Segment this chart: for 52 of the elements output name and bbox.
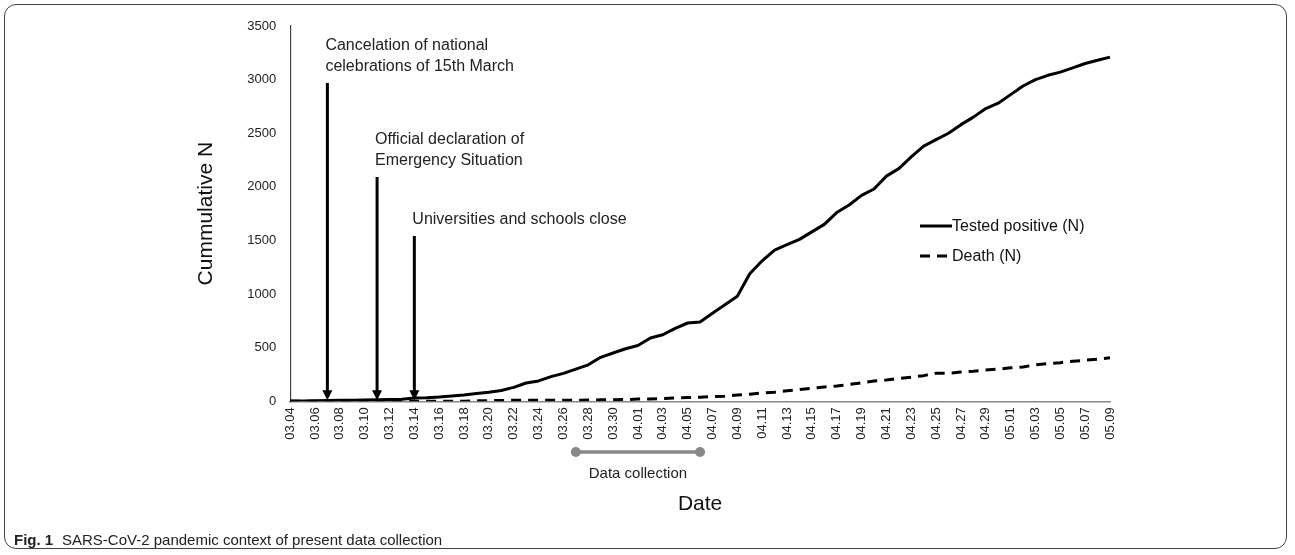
caption: Fig. 1 bbox=[14, 530, 54, 550]
x-tick-label: 03.08 bbox=[331, 407, 347, 440]
y-tick-label: 1000 bbox=[247, 285, 277, 301]
x-tick-label: 04.09 bbox=[728, 407, 744, 440]
x-tick-label: 04.11 bbox=[753, 407, 769, 439]
x-tick-label: 04.27 bbox=[952, 407, 968, 440]
y-tick-label: 2000 bbox=[247, 178, 277, 194]
x-tick-label: 04.15 bbox=[803, 407, 819, 440]
x-tick-label: 03.10 bbox=[356, 407, 372, 440]
x-tick-label: 04.17 bbox=[828, 407, 844, 440]
x-tick-label: 03.24 bbox=[530, 407, 546, 440]
x-tick-label: 04.21 bbox=[877, 407, 893, 440]
x-tick-label: 04.23 bbox=[902, 407, 918, 440]
x-tick-label: 03.06 bbox=[306, 407, 322, 440]
x-tick-label: 03.28 bbox=[579, 407, 595, 440]
x-tick-label: 04.03 bbox=[654, 407, 670, 440]
y-axis-title: Cummulative N bbox=[193, 141, 217, 286]
x-tick-label: 04.19 bbox=[853, 407, 869, 440]
x-tick-label: 03.22 bbox=[505, 407, 521, 440]
legend-label: Tested positive (N) bbox=[952, 217, 1085, 235]
y-tick-label: 0 bbox=[268, 392, 277, 408]
x-tick-label: 03.18 bbox=[455, 407, 471, 440]
y-tick-label: 1500 bbox=[247, 232, 277, 248]
y-tick-label: 2500 bbox=[247, 124, 277, 140]
x-tick-label: 04.01 bbox=[629, 407, 645, 440]
x-tick-label: 03.30 bbox=[604, 407, 620, 440]
x-tick-label: 03.04 bbox=[281, 407, 297, 440]
x-tick-label: 05.05 bbox=[1051, 407, 1067, 440]
x-tick-label: 03.14 bbox=[405, 407, 421, 440]
x-tick-label: 03.20 bbox=[480, 407, 496, 440]
text: SARS-CoV-2 pandemic context of present data collection bbox=[62, 530, 443, 550]
x-tick-label: 03.26 bbox=[554, 407, 570, 440]
annotation: Official declaration of Emergency Situation bbox=[375, 129, 526, 170]
text: Data collection bbox=[587, 463, 689, 483]
x-tick-label: 04.25 bbox=[927, 407, 943, 440]
x-tick-label: 04.07 bbox=[704, 407, 720, 440]
y-tick-label: 3500 bbox=[247, 17, 277, 33]
x-tick-label: 05.03 bbox=[1027, 407, 1043, 440]
x-tick-label: 05.01 bbox=[1002, 407, 1018, 440]
x-tick-label: 05.09 bbox=[1101, 407, 1117, 440]
x-tick-label: 03.16 bbox=[430, 407, 446, 440]
x-tick-label: 03.12 bbox=[381, 407, 397, 440]
legend-label: Death (N) bbox=[952, 247, 1022, 265]
y-tick-label: 500 bbox=[254, 339, 277, 355]
x-tick-label: 05.07 bbox=[1076, 407, 1092, 440]
annotation: Cancelation of national celebrations of 15th March bbox=[325, 35, 515, 76]
x-tick-label: 04.13 bbox=[778, 407, 794, 440]
x-tick-label: 04.29 bbox=[977, 407, 993, 440]
x-tick-label: 04.05 bbox=[679, 407, 695, 440]
y-tick-label: 3000 bbox=[247, 71, 277, 87]
annotation: Universities and schools close bbox=[412, 209, 627, 229]
x-axis-title: Date bbox=[677, 491, 723, 515]
